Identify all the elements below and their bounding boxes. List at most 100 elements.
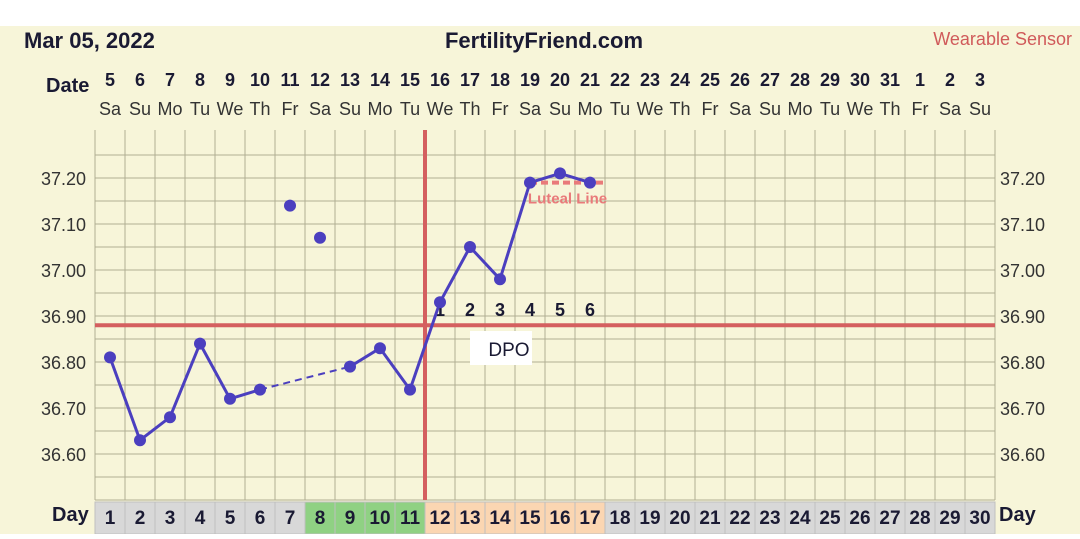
cycle-day-label: 22: [729, 508, 750, 529]
weekday-label: Mo: [367, 99, 392, 119]
cycle-day-label: 21: [699, 508, 721, 529]
cycle-day-label: 11: [400, 508, 421, 529]
date-label: 13: [340, 70, 360, 90]
y-tick-label-right: 37.00: [1000, 261, 1045, 281]
temp-point: [344, 360, 356, 373]
date-label: 12: [310, 70, 330, 90]
y-tick-label-left: 37.00: [41, 261, 86, 281]
date-label: 1: [915, 70, 925, 90]
temp-line-segment: [108, 356, 142, 441]
weekday-label: Tu: [820, 99, 840, 119]
cycle-day-cell: [454, 501, 486, 535]
cycle-day-label: 1: [105, 508, 116, 529]
y-tick-label-left: 36.80: [41, 353, 86, 373]
weekday-label: Fr: [702, 99, 719, 119]
date-header: 5Sa6Su7Mo8Tu9We10Th11Fr12Sa13Su14Mo15Tu1…: [99, 70, 991, 119]
temp-line-segment: [378, 347, 412, 391]
date-label: 5: [105, 70, 115, 90]
cycle-day-cell: [724, 501, 756, 535]
weekday-label: Th: [669, 99, 690, 119]
weekday-label: Su: [759, 99, 781, 119]
cycle-day-cell: [214, 501, 246, 535]
temperature-series: [104, 167, 596, 447]
dpo-number: 2: [465, 300, 475, 320]
weekday-label: Sa: [729, 99, 752, 119]
dpo-label: DPO: [488, 340, 529, 361]
date-label: 25: [700, 70, 720, 90]
y-tick-label-right: 37.20: [1000, 169, 1045, 189]
cycle-day-cell: [304, 501, 336, 535]
weekday-label: Sa: [309, 99, 332, 119]
y-tick-label-left: 36.70: [41, 399, 86, 419]
date-label: 3: [975, 70, 985, 90]
date-label: 18: [490, 70, 510, 90]
chart-background: [0, 26, 1080, 534]
y-tick-label-left: 37.10: [41, 215, 86, 235]
temp-point: [104, 351, 116, 364]
temp-line-segment: [408, 301, 442, 391]
weekday-label: Fr: [912, 99, 929, 119]
weekday-label: Mo: [577, 99, 602, 119]
cycle-day-label: 7: [285, 508, 296, 529]
y-tick-labels: 37.20 37.20 37.10 37.10 37.00 37.00 36.90 36.90…: [41, 169, 1045, 465]
sensor-label: Wearable Sensor: [933, 29, 1072, 49]
grid: [94, 130, 996, 501]
weekday-label: Su: [969, 99, 991, 119]
y-tick-label-left: 36.90: [41, 307, 86, 327]
cycle-day-label: 12: [429, 508, 450, 529]
temp-point: [194, 337, 206, 350]
weekday-label: Tu: [190, 99, 210, 119]
cycle-day-cell: [424, 501, 456, 535]
cycle-day-label: 15: [519, 508, 541, 529]
day-row-label-left: Day: [52, 504, 90, 526]
temp-point-discarded: [284, 199, 296, 212]
date-label: 10: [250, 70, 270, 90]
temp-point: [584, 176, 596, 189]
weekday-label: Sa: [99, 99, 122, 119]
y-tick-label-right: 36.70: [1000, 399, 1045, 419]
weekday-label: We: [847, 99, 874, 119]
weekday-label: Su: [549, 99, 571, 119]
cycle-day-label: 10: [369, 508, 390, 529]
weekday-label: Sa: [939, 99, 962, 119]
date-label: 28: [790, 70, 810, 90]
cycle-day-cell: [574, 501, 606, 535]
cycle-day-cell: [634, 501, 666, 535]
date-label: 17: [460, 70, 480, 90]
date-row-label: Date: [46, 75, 89, 97]
dpo-number: 4: [525, 300, 535, 320]
chart-date: Mar 05, 2022: [24, 28, 155, 53]
temp-point: [134, 434, 146, 447]
cycle-day-label: 23: [759, 508, 780, 529]
temp-point-discarded: [314, 231, 326, 244]
day-row-label-right: Day: [999, 504, 1037, 526]
date-label: 27: [760, 70, 780, 90]
weekday-label: Th: [459, 99, 480, 119]
cycle-day-cell: [184, 501, 216, 535]
date-label: 9: [225, 70, 235, 90]
date-label: 20: [550, 70, 570, 90]
weekday-label: Sa: [519, 99, 542, 119]
weekday-label: Fr: [282, 99, 299, 119]
cycle-day-label: 5: [225, 508, 236, 529]
cycle-day-label: 9: [345, 508, 356, 529]
temp-point: [374, 342, 386, 355]
cycle-day-label: 28: [909, 508, 930, 529]
cycle-day-row: 1 2 3 4 5 6 7 8 9 10 11 12 13 14 15 16 17 18 19 20 21 22 23 24 2…: [94, 501, 996, 535]
cycle-day-cell: [844, 501, 876, 535]
temp-line-segment: [168, 343, 202, 418]
weekday-label: Mo: [787, 99, 812, 119]
date-label: 7: [165, 70, 175, 90]
cycle-day-cell: [964, 501, 996, 535]
cycle-day-label: 19: [639, 508, 660, 529]
cycle-day-cell: [364, 501, 396, 535]
temp-point: [494, 273, 506, 286]
cycle-day-label: 6: [255, 508, 266, 529]
temp-point: [434, 296, 446, 309]
temp-line-segment: [438, 246, 472, 303]
cycle-day-label: 17: [579, 508, 600, 529]
weekday-label: Fr: [492, 99, 509, 119]
y-tick-label-right: 36.90: [1000, 307, 1045, 327]
temp-point: [464, 241, 476, 253]
